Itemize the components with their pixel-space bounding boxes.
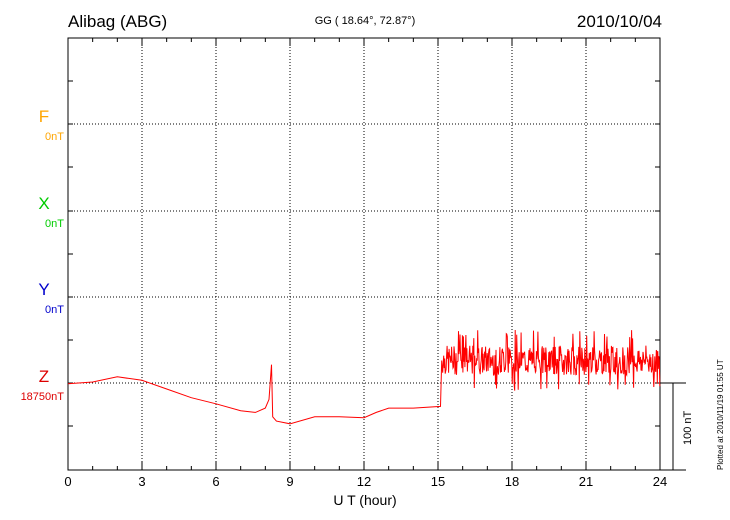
scale-bar bbox=[660, 382, 686, 471]
x-axis-label: U T (hour) bbox=[333, 492, 397, 508]
grid-lines bbox=[68, 38, 660, 470]
station-name: Alibag (ABG) bbox=[68, 12, 168, 31]
x-tick-label: 0 bbox=[64, 474, 71, 489]
x-tick-label: 21 bbox=[579, 474, 593, 489]
x-tick-labels: 0 3 6 9 12 15 18 21 24 bbox=[64, 474, 667, 489]
component-z-baseline: 18750nT bbox=[20, 391, 64, 403]
x-tick-label: 24 bbox=[653, 474, 667, 489]
scale-bar-label: 100 nT bbox=[682, 410, 694, 445]
series-z-line bbox=[67, 329, 661, 425]
plotted-timestamp: Plotted at 2010/11/19 01:55 UT bbox=[716, 359, 725, 470]
component-y-baseline: 0nT bbox=[45, 304, 64, 316]
x-tick-label: 3 bbox=[138, 474, 145, 489]
axis-ticks bbox=[67, 37, 661, 471]
x-tick-label: 6 bbox=[212, 474, 219, 489]
x-tick-label: 12 bbox=[357, 474, 371, 489]
x-tick-label: 15 bbox=[431, 474, 445, 489]
coordinates: GG ( 18.64°, 72.87°) bbox=[314, 15, 416, 27]
x-tick-label: 9 bbox=[286, 474, 293, 489]
component-z-label: Z bbox=[38, 367, 50, 386]
component-y-label: Y bbox=[38, 280, 50, 299]
x-tick-label: 18 bbox=[505, 474, 519, 489]
component-x-baseline: 0nT bbox=[45, 218, 64, 230]
observation-date: 2010/10/04 bbox=[576, 12, 662, 31]
component-x-label: X bbox=[38, 194, 50, 213]
component-f-baseline: 0nT bbox=[45, 131, 64, 143]
component-f-label: F bbox=[38, 107, 50, 126]
